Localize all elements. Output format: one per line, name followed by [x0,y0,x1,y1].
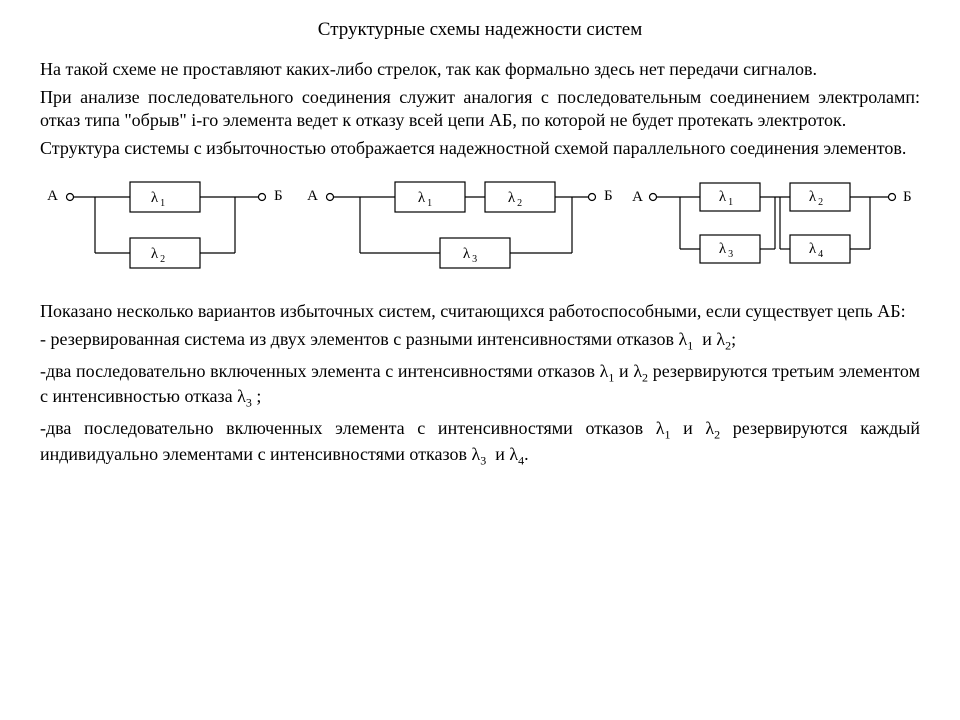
page: Структурные схемы надежности систем На т… [0,0,960,494]
node-b [259,193,266,200]
diagram-3: А Б λ1 λ2 λ3 λ4 [630,177,920,277]
node-b-label: Б [604,188,613,204]
node-b-label: Б [274,188,283,204]
diagram-1: А Б λ1 λ2 [40,172,290,282]
node-a [327,193,334,200]
paragraph-3: Структура системы с избыточностью отобра… [40,137,920,160]
list-item-3: -два последовательно включенных элемента… [40,417,920,468]
node-a [67,193,74,200]
node-b [589,193,596,200]
node-b-label: Б [903,189,912,205]
node-a [650,193,657,200]
paragraph-1: На такой схеме не проставляют каких-либо… [40,58,920,81]
page-title: Структурные схемы надежности систем [40,18,920,42]
paragraph-4: Показано несколько вариантов избыточных … [40,300,920,323]
node-b [889,193,896,200]
list-item-1: - резервированная система из двух элемен… [40,328,920,354]
node-a-label: А [632,189,643,205]
diagram-row: А Б λ1 λ2 А Б λ [40,172,920,282]
paragraph-2: При анализе последовательного соединения… [40,86,920,131]
list-item-2: -два последовательно включенных элемента… [40,360,920,411]
diagram-2: А Б λ1 λ2 λ3 [300,172,620,282]
node-a-label: А [47,188,58,204]
node-a-label: А [307,188,318,204]
